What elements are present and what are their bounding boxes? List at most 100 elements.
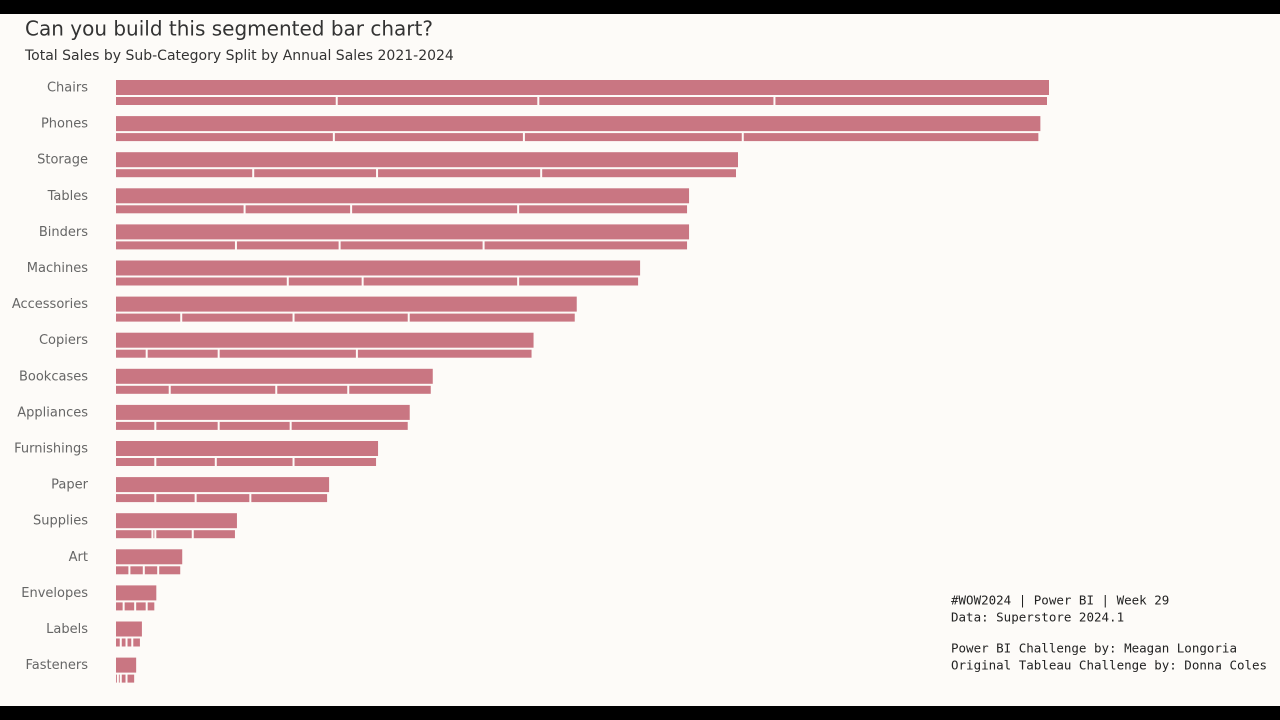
segment bbox=[136, 602, 146, 611]
segment bbox=[116, 385, 169, 394]
y-tick-label: Tables bbox=[47, 189, 89, 204]
y-tick-label: Furnishings bbox=[14, 442, 88, 457]
total-bar bbox=[116, 224, 690, 240]
chart-subtitle: Total Sales by Sub-Category Split by Ann… bbox=[24, 48, 454, 64]
segment bbox=[116, 313, 181, 322]
segment bbox=[216, 458, 293, 466]
segment bbox=[130, 566, 143, 575]
segment bbox=[236, 241, 339, 250]
segment bbox=[519, 205, 688, 214]
segment bbox=[219, 421, 290, 430]
segment bbox=[127, 674, 135, 683]
y-tick-label: Paper bbox=[51, 478, 88, 493]
segment bbox=[288, 277, 362, 286]
segment bbox=[133, 638, 140, 647]
segment bbox=[159, 566, 181, 575]
y-tick-label: Fasteners bbox=[26, 658, 89, 673]
y-tick-label: Supplies bbox=[33, 514, 88, 529]
segment bbox=[251, 494, 328, 503]
segment bbox=[337, 97, 538, 105]
segment bbox=[357, 349, 532, 358]
segment bbox=[116, 277, 287, 286]
segment bbox=[116, 421, 155, 430]
total-bar bbox=[116, 116, 1041, 132]
segment bbox=[519, 277, 639, 286]
y-tick-label: Accessories bbox=[12, 297, 88, 312]
total-bar bbox=[116, 585, 157, 601]
segment bbox=[352, 205, 518, 214]
segment bbox=[116, 241, 235, 250]
chart-title: Can you build this segmented bar chart? bbox=[25, 17, 433, 41]
segment bbox=[378, 169, 541, 178]
segment bbox=[124, 602, 135, 611]
total-bar bbox=[116, 513, 237, 529]
total-bar bbox=[116, 260, 641, 276]
segment bbox=[484, 241, 688, 250]
segment bbox=[409, 313, 575, 322]
segment bbox=[334, 133, 523, 142]
total-bar bbox=[116, 549, 183, 565]
y-tick-label: Phones bbox=[41, 117, 88, 132]
segment bbox=[116, 494, 155, 503]
segment bbox=[116, 205, 244, 214]
segment bbox=[156, 494, 195, 503]
segment bbox=[219, 349, 356, 358]
segment bbox=[118, 674, 120, 683]
segment bbox=[116, 530, 152, 539]
total-bar bbox=[116, 152, 738, 168]
segment bbox=[116, 566, 129, 575]
total-bar bbox=[116, 441, 379, 456]
segment bbox=[116, 169, 253, 178]
segment bbox=[775, 97, 1047, 105]
total-bar bbox=[116, 332, 534, 348]
segment bbox=[539, 97, 774, 105]
segment bbox=[245, 205, 351, 214]
note: Power BI Challenge by: Meagan Longoria bbox=[951, 641, 1237, 656]
segment bbox=[156, 530, 192, 539]
segment bbox=[153, 530, 155, 539]
segment bbox=[524, 133, 742, 142]
y-tick-label: Binders bbox=[39, 225, 88, 240]
segment bbox=[156, 421, 218, 430]
segment bbox=[542, 169, 736, 178]
total-bar bbox=[116, 477, 330, 493]
y-tick-label: Appliances bbox=[17, 405, 88, 420]
y-tick-label: Envelopes bbox=[21, 586, 88, 601]
segment bbox=[254, 169, 377, 178]
segment bbox=[144, 566, 158, 575]
segment bbox=[121, 674, 126, 683]
segment bbox=[743, 133, 1039, 142]
total-bar bbox=[116, 296, 577, 312]
segment bbox=[116, 349, 146, 358]
y-tick-label: Bookcases bbox=[19, 369, 88, 384]
segment bbox=[116, 133, 333, 142]
y-tick-label: Chairs bbox=[47, 81, 88, 96]
note: Data: Superstore 2024.1 bbox=[951, 610, 1124, 625]
segment bbox=[121, 638, 126, 647]
segment bbox=[116, 602, 123, 611]
segment bbox=[170, 385, 276, 394]
segment bbox=[196, 494, 250, 503]
total-bar bbox=[116, 368, 433, 384]
total-bar bbox=[116, 80, 1049, 95]
segment bbox=[147, 349, 218, 358]
segment bbox=[363, 277, 518, 286]
total-bar bbox=[116, 404, 410, 420]
segment bbox=[182, 313, 293, 322]
segment bbox=[116, 674, 117, 683]
y-tick-label: Labels bbox=[46, 622, 88, 637]
note: #WOW2024 | Power BI | Week 29 bbox=[951, 593, 1169, 608]
segment bbox=[294, 313, 408, 322]
y-tick-label: Machines bbox=[27, 261, 88, 276]
segment bbox=[340, 241, 483, 250]
total-bar bbox=[116, 657, 137, 673]
segment bbox=[291, 421, 408, 430]
segment bbox=[147, 602, 155, 611]
note: Original Tableau Challenge by: Donna Col… bbox=[951, 658, 1267, 673]
segment bbox=[127, 638, 132, 647]
segment bbox=[349, 385, 431, 394]
total-bar bbox=[116, 188, 690, 204]
segment bbox=[116, 97, 336, 105]
